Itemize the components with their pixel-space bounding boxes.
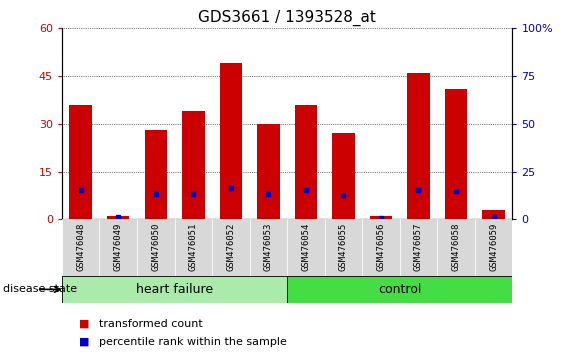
Text: control: control [378, 283, 422, 296]
Bar [445, 89, 467, 219]
FancyBboxPatch shape [287, 219, 325, 276]
FancyBboxPatch shape [475, 219, 512, 276]
Text: percentile rank within the sample: percentile rank within the sample [99, 337, 287, 347]
FancyBboxPatch shape [325, 219, 362, 276]
FancyBboxPatch shape [137, 219, 175, 276]
Text: GSM476056: GSM476056 [377, 222, 386, 271]
Text: GSM476053: GSM476053 [264, 222, 273, 271]
Bar [294, 105, 317, 219]
Text: GSM476058: GSM476058 [452, 222, 461, 271]
Text: GSM476055: GSM476055 [339, 222, 348, 271]
Text: ■: ■ [79, 337, 90, 347]
Bar [257, 124, 280, 219]
FancyBboxPatch shape [62, 276, 287, 303]
Text: GSM476057: GSM476057 [414, 222, 423, 271]
Bar [482, 210, 505, 219]
Text: GSM476054: GSM476054 [301, 222, 310, 271]
Text: heart failure: heart failure [136, 283, 213, 296]
Text: GSM476049: GSM476049 [114, 222, 123, 271]
Bar [332, 133, 355, 219]
Text: disease state: disease state [3, 284, 77, 294]
Text: GSM476050: GSM476050 [151, 222, 160, 271]
Bar [182, 111, 204, 219]
Bar [145, 130, 167, 219]
FancyBboxPatch shape [400, 219, 437, 276]
Text: GSM476059: GSM476059 [489, 222, 498, 271]
FancyBboxPatch shape [175, 219, 212, 276]
Bar [407, 73, 430, 219]
FancyBboxPatch shape [249, 219, 287, 276]
Bar [220, 63, 242, 219]
Text: transformed count: transformed count [99, 319, 202, 329]
Text: GSM476051: GSM476051 [189, 222, 198, 271]
Bar [370, 216, 392, 219]
Bar [107, 216, 129, 219]
Text: GSM476052: GSM476052 [226, 222, 235, 271]
FancyBboxPatch shape [287, 276, 512, 303]
Bar [69, 105, 92, 219]
FancyBboxPatch shape [212, 219, 249, 276]
FancyBboxPatch shape [437, 219, 475, 276]
Text: GSM476048: GSM476048 [76, 222, 85, 271]
Title: GDS3661 / 1393528_at: GDS3661 / 1393528_at [198, 9, 376, 25]
FancyBboxPatch shape [62, 219, 100, 276]
FancyBboxPatch shape [362, 219, 400, 276]
FancyBboxPatch shape [100, 219, 137, 276]
Text: ■: ■ [79, 319, 90, 329]
